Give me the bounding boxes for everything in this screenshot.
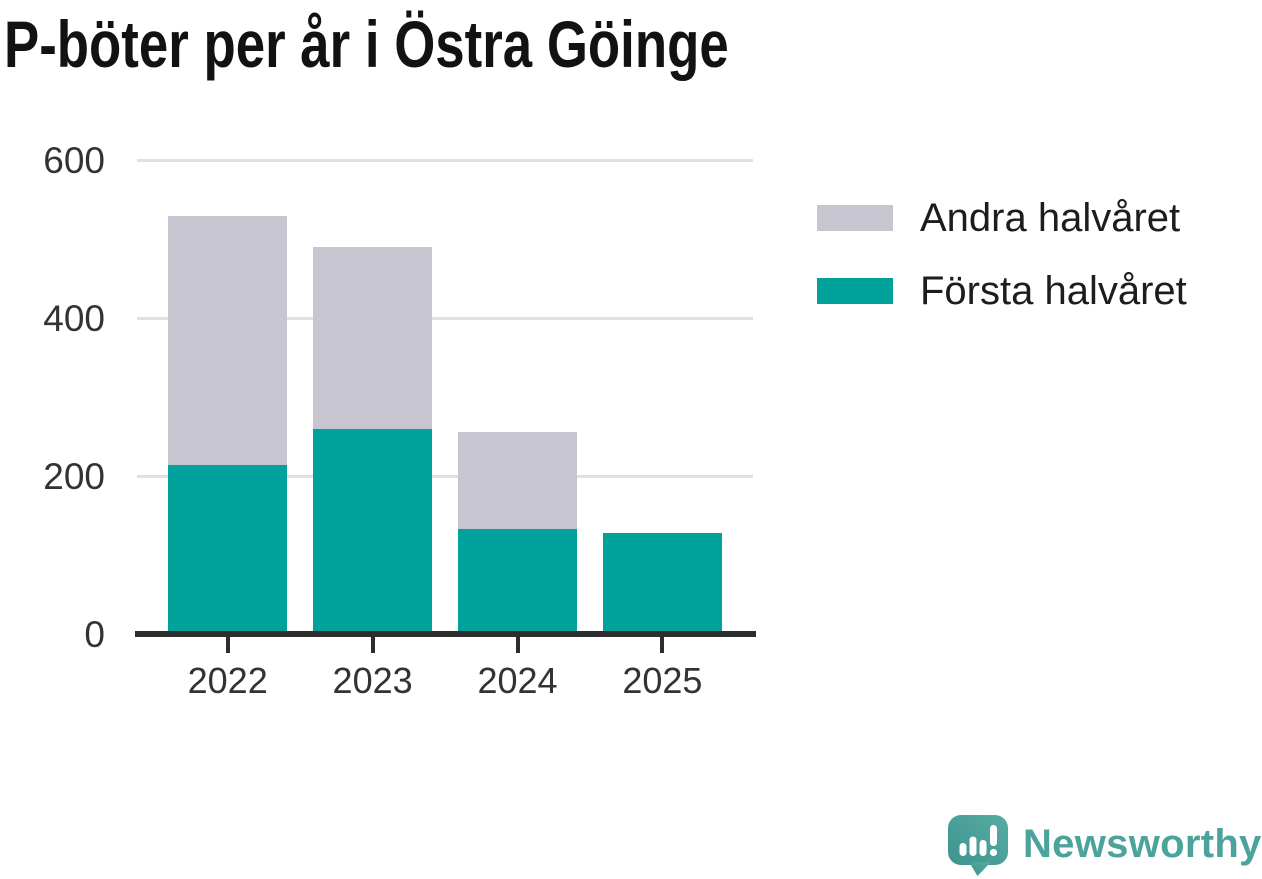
bar-2024-second-half [458, 432, 577, 529]
bar-2025-first-half [602, 533, 722, 635]
bar-2023-second-half [313, 246, 433, 430]
legend-label-andra-halvaret: Andra halvåret [920, 196, 1181, 240]
y-tick-label-400: 400 [43, 297, 105, 339]
legend-swatch-andra-halvaret [817, 205, 893, 231]
x-tick-2022 [225, 637, 230, 653]
y-tick-label-0: 0 [84, 613, 105, 655]
x-tick-label-2025: 2025 [622, 660, 703, 701]
x-tick-label-2023: 2023 [332, 660, 413, 701]
y-tick-label-200: 200 [43, 455, 105, 497]
x-tick-2023 [370, 637, 375, 653]
gridline-200 [137, 475, 753, 478]
bar-2022-first-half [168, 464, 288, 635]
newsworthy-logo: Newsworthy [946, 812, 1262, 876]
bar-2022-second-half [168, 215, 288, 465]
gridline-400 [137, 317, 753, 320]
legend: Andra halvåret Första halvåret [817, 196, 1187, 342]
y-tick-label-600: 600 [43, 139, 105, 181]
x-tick-label-2024: 2024 [477, 660, 558, 701]
x-tick-2024 [515, 637, 520, 653]
x-axis-line [135, 631, 756, 637]
x-tick-2025 [660, 637, 665, 653]
x-tick-label-2022: 2022 [187, 660, 268, 701]
legend-item-forsta-halvaret: Första halvåret [817, 269, 1187, 313]
bar-2024-first-half [458, 528, 577, 635]
legend-item-andra-halvaret: Andra halvåret [817, 196, 1187, 240]
newsworthy-logo-icon [948, 815, 1008, 876]
legend-label-forsta-halvaret: Första halvåret [920, 269, 1187, 313]
legend-swatch-forsta-halvaret [817, 278, 893, 304]
newsworthy-wordmark: Newsworthy [1023, 821, 1262, 866]
bar-2023-first-half [313, 429, 433, 635]
chart-title: P-böter per år i Östra Göinge [4, 7, 729, 81]
gridline-600 [137, 159, 753, 162]
